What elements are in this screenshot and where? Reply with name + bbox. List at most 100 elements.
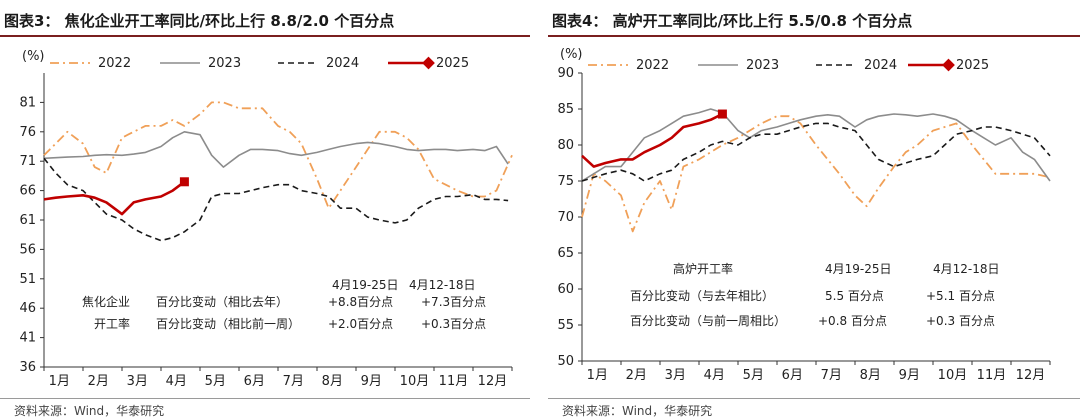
y-tick-label-65: 65 [557,246,574,261]
chart-title: 图表4： 高炉开工率同比/环比上行 5.5/0.8 个百分点 [552,12,913,30]
stats-annotation: 4月19-25日 4月12-18日 高炉开工率 百分比变动（与去年相比） 百分比… [630,261,1000,328]
x-tick-label-8: 8月 [322,374,343,389]
annotation-row-header: 焦化企业 [82,294,130,309]
series-line-2025 [581,112,723,168]
x-tick-label-12: 12月 [478,374,508,389]
annotation-row-header-2: 开工率 [94,316,130,331]
source-note: 资料来源：Wind，华泰研究 [562,404,713,418]
coking-utilization-chart: (%) 36 41 46 51 56 61 66 71 76 81 1月 2月 3月 4月 5月 6月 7月 8月 9… [19,49,513,389]
blast-furnace-utilization-chart: (%) 50 55 60 65 70 75 80 85 90 1月 2月 3月 4月 5月 6月 7月 8月 9月 1… [557,47,1051,383]
annotation-yoy-current: 5.5 百分点 [825,289,884,303]
x-tick-label-5: 5月 [743,368,764,383]
x-tick-label-11: 11月 [977,368,1007,383]
y-axis-unit-label: (%) [560,47,583,62]
x-tick-label-6: 6月 [244,374,265,389]
x-tick-label-8: 8月 [860,368,881,383]
y-tick-label-90: 90 [557,66,574,81]
series-line-2024 [43,157,509,242]
x-tick-label-3: 3月 [665,368,686,383]
series-line-2023 [581,108,1051,182]
y-tick-label-50: 50 [557,354,574,369]
legend-label-2022: 2022 [636,58,669,73]
y-tick-label-71: 71 [19,154,36,169]
x-tick-label-11: 11月 [439,374,469,389]
x-tick-label-4: 4月 [704,368,725,383]
annotation-col-previous: 4月12-18日 [933,262,1000,276]
x-tick-label-5: 5月 [205,374,226,389]
series-end-marker-2025 [179,177,189,187]
annotation-wow-label: 百分比变动（与前一周相比） [630,313,786,328]
y-axis-unit-label: (%) [22,49,45,64]
y-tick-label-46: 46 [19,301,36,316]
stats-annotation: 4月19-25日 4月12-18日 焦化企业 开工率 百分比变动（相比去年） 百… [82,278,486,331]
annotation-yoy-current: +8.8百分点 [328,295,393,309]
footer-rule [548,398,1080,399]
annotation-row-header: 高炉开工率 [673,261,733,276]
legend-label-2022: 2022 [98,56,131,71]
x-tick-label-1: 1月 [49,374,70,389]
source-note: 资料来源：Wind，华泰研究 [14,404,165,418]
x-tick-label-10: 10月 [400,374,430,389]
series-line-2025 [43,180,186,216]
y-tick-label-80: 80 [557,138,574,153]
title-rule [0,35,530,37]
annotation-col-previous: 4月12-18日 [409,278,476,292]
footer-rule [0,398,530,399]
y-tick-label-75: 75 [557,174,574,189]
annotation-yoy-label: 百分比变动（与去年相比） [630,288,774,303]
series-line-2022 [43,101,513,210]
legend-marker-2025 [422,56,435,70]
x-tick-label-2: 2月 [88,374,109,389]
left-chart-panel: 图表3： 焦化企业开工率同比/环比上行 8.8/2.0 个百分点 (%) 36 41… [0,0,530,420]
annotation-col-current: 4月19-25日 [825,262,892,276]
series-end-marker-2025 [717,109,727,119]
y-tick-label-55: 55 [557,318,574,333]
y-tick-label-60: 60 [557,282,574,297]
x-tick-label-7: 7月 [821,368,842,383]
y-tick-label-76: 76 [19,125,36,140]
legend-label-2025: 2025 [956,58,989,73]
y-tick-label-66: 66 [19,184,36,199]
y-tick-label-36: 36 [19,360,36,375]
series-line-2022 [581,115,1051,233]
x-tick-label-1: 1月 [587,368,608,383]
annotation-wow-previous: +0.3百分点 [421,317,486,331]
legend-label-2024: 2024 [326,56,359,71]
title-rule [548,35,1080,37]
annotation-yoy-previous: +5.1 百分点 [926,289,995,303]
annotation-wow-current: +0.8 百分点 [818,314,887,328]
right-chart-panel: 图表4： 高炉开工率同比/环比上行 5.5/0.8 个百分点 (%) 50 55 60… [548,0,1080,420]
y-tick-label-61: 61 [19,213,36,228]
annotation-yoy-label: 百分比变动（相比去年） [156,294,288,309]
annotation-yoy-previous: +7.3百分点 [421,295,486,309]
legend: 2022 2023 2024 2025 [588,58,989,73]
x-tick-label-12: 12月 [1016,368,1046,383]
legend-label-2023: 2023 [746,58,779,73]
y-tick-label-51: 51 [19,272,36,287]
x-tick-label-3: 3月 [127,374,148,389]
annotation-wow-label: 百分比变动（相比前一周） [156,316,300,331]
y-tick-label-70: 70 [557,210,574,225]
x-tick-label-10: 10月 [938,368,968,383]
y-tick-label-41: 41 [19,331,36,346]
legend-label-2024: 2024 [864,58,897,73]
y-tick-label-81: 81 [19,95,36,110]
x-tick-label-7: 7月 [283,374,304,389]
x-tick-label-9: 9月 [899,368,920,383]
series-line-2023 [43,131,509,168]
chart-title: 图表3： 焦化企业开工率同比/环比上行 8.8/2.0 个百分点 [4,12,395,30]
x-tick-label-2: 2月 [626,368,647,383]
legend-label-2025: 2025 [436,56,469,71]
legend-marker-2025 [942,58,955,72]
series-line-2024 [581,122,1051,182]
annotation-wow-current: +2.0百分点 [328,317,393,331]
y-tick-label-56: 56 [19,242,36,257]
annotation-wow-previous: +0.3 百分点 [926,314,995,328]
x-tick-label-9: 9月 [361,374,382,389]
legend: 2022 2023 2024 2025 [50,56,469,71]
x-tick-label-6: 6月 [782,368,803,383]
y-tick-label-85: 85 [557,102,574,117]
legend-label-2023: 2023 [208,56,241,71]
annotation-col-current: 4月19-25日 [332,278,399,292]
x-tick-label-4: 4月 [166,374,187,389]
